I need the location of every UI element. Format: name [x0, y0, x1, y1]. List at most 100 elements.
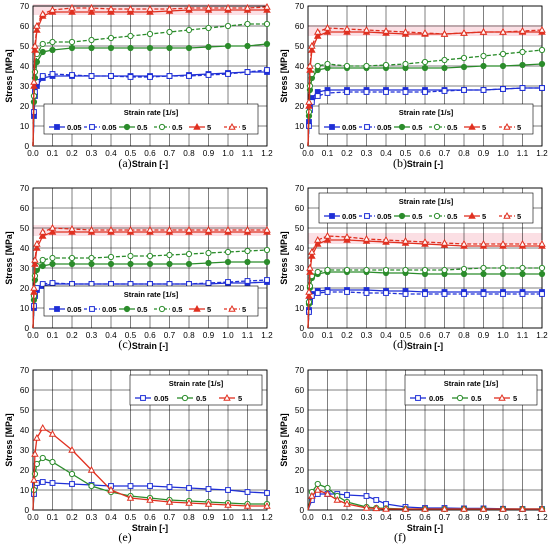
y-tick-label: 40 [20, 426, 30, 435]
data-point [147, 281, 153, 287]
data-point [224, 500, 232, 508]
x-tick-label: 0.4 [380, 513, 392, 522]
x-tick-label: 0.8 [458, 513, 470, 522]
data-point [146, 30, 154, 38]
data-point [38, 227, 47, 235]
x-tick-label: 0.2 [341, 149, 353, 158]
data-point [263, 258, 271, 266]
legend: Strain rate [1/s]0.05 0.5 5 [129, 374, 263, 406]
data-point [402, 291, 409, 297]
x-axis-label: Strain [-] [407, 341, 443, 351]
data-point [518, 504, 527, 512]
x-tick-label: 0.0 [302, 149, 314, 158]
series-red-dashed-6 [305, 23, 546, 147]
x-tick-label: 1.0 [222, 331, 234, 340]
data-point [344, 89, 350, 95]
legend-marker [158, 305, 166, 313]
data-point [305, 287, 313, 295]
chart-panel-6: 0.0 0.1 0.2 0.3 0.4 0.5 0.6 0.7 0.8 0.9 1.0 1.1 1.2 0… [279, 366, 548, 533]
x-tick-label: 0.0 [302, 513, 314, 522]
data-point [333, 495, 342, 503]
series-green-solid-3 [30, 40, 271, 147]
x-tick-label: 0.5 [400, 149, 412, 158]
x-tick-label: 0.3 [86, 149, 98, 158]
data-point [263, 2, 271, 10]
data-point [538, 239, 546, 247]
data-point [440, 504, 449, 512]
panel-caption: (c) [118, 337, 132, 351]
data-point [205, 24, 212, 32]
data-point [48, 223, 57, 231]
legend-entry-label: 0.5 [172, 123, 182, 132]
data-point [460, 239, 468, 247]
data-point [146, 44, 154, 52]
data-point [499, 50, 507, 58]
data-point [263, 40, 271, 48]
data-point [146, 225, 154, 233]
data-point [519, 61, 526, 69]
y-tick-label: 70 [20, 366, 30, 375]
data-point [38, 423, 47, 431]
data-point [344, 289, 350, 295]
legend-entry-label: 0.5 [412, 212, 422, 221]
data-point [68, 224, 76, 232]
legend-entry-label: 5 [513, 394, 517, 403]
data-point [49, 38, 56, 46]
y-tick-label: 0 [24, 506, 29, 515]
x-tick-label: 0.1 [322, 513, 334, 522]
y-tick-label: 50 [20, 42, 30, 51]
data-point [88, 254, 95, 262]
data-point [264, 67, 270, 73]
legend-box [318, 103, 534, 135]
y-tick-label: 10 [295, 486, 305, 495]
data-point [68, 445, 76, 453]
data-point [205, 249, 212, 257]
legend-entry-label: 0.05 [67, 123, 82, 132]
legend-title: Strain rate [1/s] [399, 197, 454, 206]
legend-title: Strain rate [1/s] [399, 108, 454, 117]
y-tick-label: 40 [295, 426, 305, 435]
data-point [107, 44, 115, 52]
legend-marker [498, 393, 506, 401]
data-point [244, 69, 251, 75]
x-tick-label: 0.9 [478, 513, 490, 522]
data-point [362, 234, 371, 242]
legend-marker [433, 212, 441, 220]
data-point [205, 259, 212, 267]
data-point [166, 44, 173, 52]
data-point [382, 266, 390, 274]
x-tick-label: 0.6 [144, 513, 156, 522]
data-point [305, 97, 313, 105]
legend-marker [140, 395, 146, 401]
x-tick-label: 0.0 [27, 331, 39, 340]
plot-frame [32, 187, 268, 329]
y-tick-label: 20 [20, 284, 30, 293]
data-point [205, 280, 212, 286]
series-line [32, 23, 267, 147]
data-point [306, 263, 314, 271]
data-point [323, 489, 332, 497]
y-tick-label: 60 [295, 204, 305, 213]
x-tick-label: 0.4 [380, 149, 392, 158]
x-axis-label: Strain [-] [407, 523, 443, 533]
y-tick-label: 20 [20, 466, 30, 475]
data-point [441, 56, 448, 64]
data-point [166, 484, 173, 490]
data-point [538, 270, 546, 278]
data-point [147, 74, 153, 80]
y-tick-label: 60 [20, 386, 30, 395]
y-tick-label: 30 [20, 82, 30, 91]
x-tick-label: 0.1 [47, 149, 59, 158]
y-tick-label: 70 [295, 2, 305, 11]
chart-panel-5: 0.0 0.1 0.2 0.3 0.4 0.5 0.6 0.7 0.8 0.9 1.0 1.1 1.2 0… [4, 366, 273, 533]
plot-frame [32, 369, 268, 511]
legend-entry-label: 5 [207, 305, 211, 314]
x-tick-label: 1.0 [222, 149, 234, 158]
data-point [499, 62, 507, 70]
x-tick-label: 0.8 [183, 513, 195, 522]
data-point [48, 429, 57, 437]
legend-entry-label: 0.05 [67, 305, 82, 314]
data-point [39, 281, 46, 287]
data-point [362, 25, 371, 33]
x-tick-label: 0.1 [47, 513, 59, 522]
